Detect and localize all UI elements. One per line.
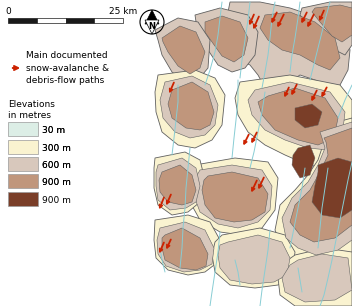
Text: 900 m: 900 m <box>42 196 71 204</box>
Polygon shape <box>162 228 208 270</box>
Polygon shape <box>258 88 338 145</box>
Bar <box>65 18 94 23</box>
Text: 25 km: 25 km <box>109 7 137 16</box>
Polygon shape <box>154 152 205 215</box>
Polygon shape <box>260 12 340 70</box>
Polygon shape <box>300 2 352 55</box>
Text: snow-avalanche &: snow-avalanche & <box>26 64 109 73</box>
Polygon shape <box>159 165 196 205</box>
Polygon shape <box>154 215 220 275</box>
Polygon shape <box>290 128 352 242</box>
Polygon shape <box>188 158 278 235</box>
Polygon shape <box>155 70 225 148</box>
Text: Main documented: Main documented <box>26 50 108 59</box>
Bar <box>8 140 38 154</box>
Bar <box>94 18 123 23</box>
Polygon shape <box>168 82 214 130</box>
Bar <box>8 157 38 171</box>
Text: 300 m: 300 m <box>42 144 71 152</box>
Text: in metres: in metres <box>8 110 51 120</box>
Polygon shape <box>202 172 268 222</box>
Polygon shape <box>278 248 352 306</box>
Polygon shape <box>156 158 200 210</box>
Polygon shape <box>145 10 159 24</box>
Polygon shape <box>193 165 272 228</box>
Text: 30 m: 30 m <box>42 125 65 135</box>
Polygon shape <box>292 145 315 178</box>
Bar <box>8 192 38 206</box>
Polygon shape <box>275 118 352 265</box>
Polygon shape <box>160 76 218 138</box>
Text: Elevations: Elevations <box>8 99 55 109</box>
Polygon shape <box>157 222 214 272</box>
Polygon shape <box>312 158 352 218</box>
Text: 900 m: 900 m <box>42 177 71 186</box>
Polygon shape <box>155 18 210 82</box>
Text: debris-flow paths: debris-flow paths <box>26 76 104 84</box>
Bar <box>8 18 37 23</box>
Text: 600 m: 600 m <box>42 161 71 170</box>
Polygon shape <box>212 228 295 288</box>
Bar <box>8 174 38 188</box>
Polygon shape <box>312 5 352 42</box>
Polygon shape <box>218 235 290 284</box>
Polygon shape <box>295 104 322 128</box>
Polygon shape <box>195 8 258 72</box>
Polygon shape <box>205 16 248 62</box>
Bar <box>8 122 38 136</box>
Text: 900 m: 900 m <box>42 177 71 186</box>
Bar <box>37 18 65 23</box>
Text: 600 m: 600 m <box>42 161 71 170</box>
Polygon shape <box>235 75 352 168</box>
Polygon shape <box>162 26 205 74</box>
Text: 0: 0 <box>5 7 11 16</box>
Text: 30 m: 30 m <box>42 125 65 135</box>
Polygon shape <box>282 254 352 302</box>
Text: N: N <box>149 21 156 31</box>
Polygon shape <box>282 122 352 255</box>
Polygon shape <box>248 82 345 150</box>
Text: 300 m: 300 m <box>42 144 71 152</box>
Polygon shape <box>145 20 159 34</box>
Polygon shape <box>225 2 350 95</box>
